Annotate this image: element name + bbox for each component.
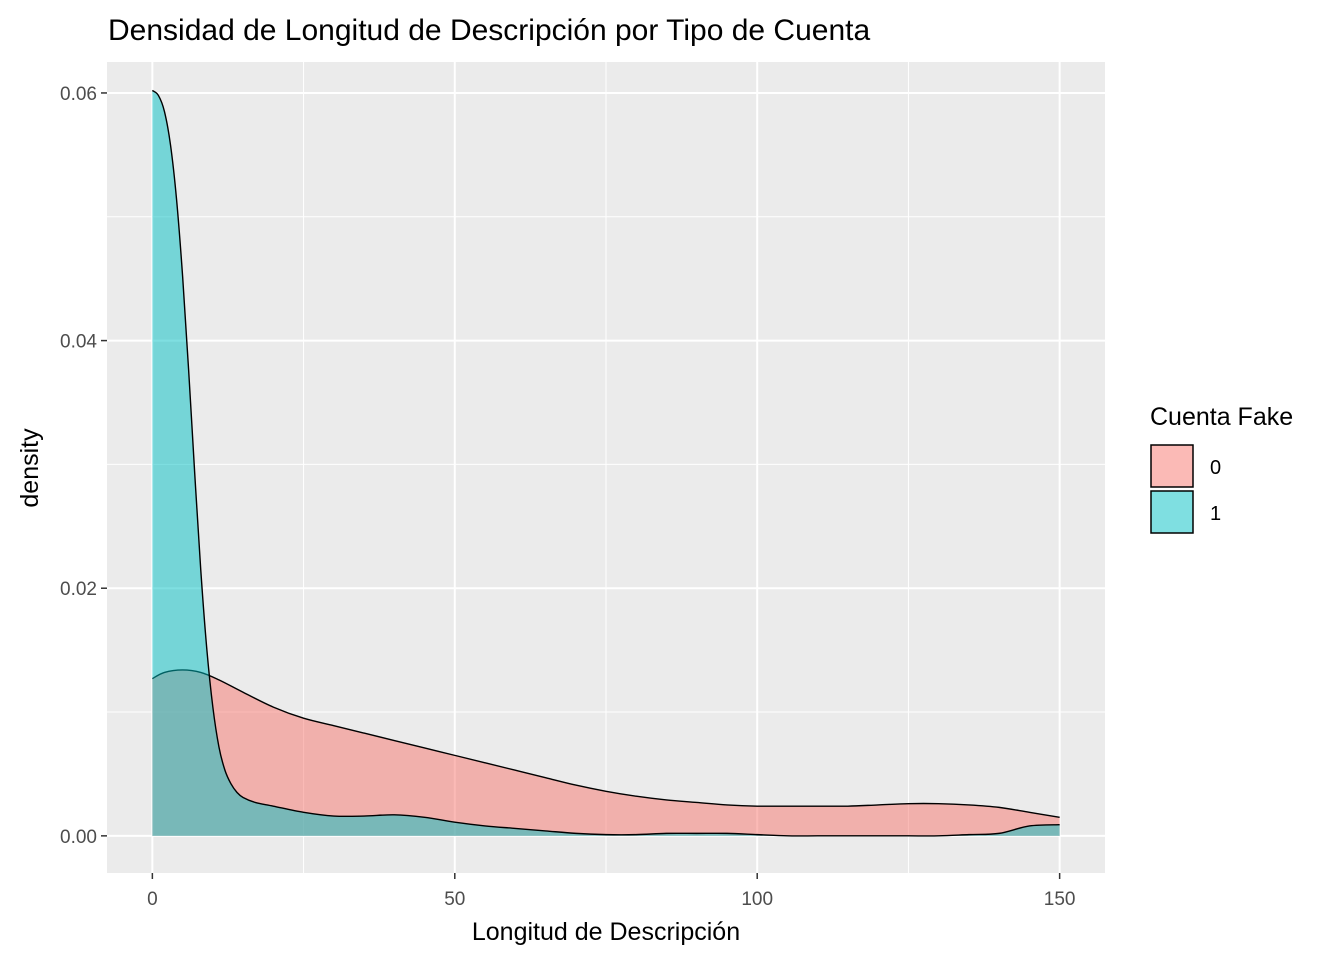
legend-key-1 (1150, 490, 1194, 534)
x-axis-title: Longitud de Descripción (472, 918, 740, 946)
y-tick-label: 0.00 (60, 827, 97, 848)
legend-label-1: 1 (1210, 503, 1221, 525)
legend-key-0 (1150, 444, 1194, 488)
x-axis-ticks: 0 50 100 150 (147, 873, 1075, 910)
legend: Cuenta Fake 01 (1150, 403, 1293, 534)
legend-label-0: 0 (1210, 457, 1221, 479)
density-outline-1 (151, 89, 1060, 837)
density-areas (151, 89, 1060, 837)
x-tick-label: 50 (444, 889, 465, 910)
x-tick-label: 100 (741, 889, 773, 910)
chart-title: Densidad de Longitud de Descripción por … (108, 14, 870, 47)
minor-gridlines (107, 62, 1105, 873)
y-tick-label: 0.06 (60, 84, 97, 105)
density-area-0 (152, 669, 1060, 836)
y-tick-label: 0.04 (60, 332, 97, 353)
y-tick-label: 0.02 (60, 579, 97, 600)
density-outline-0 (152, 669, 1060, 818)
legend-title: Cuenta Fake (1150, 403, 1293, 431)
y-axis-title: density (16, 428, 44, 508)
legend-items: 01 (1150, 444, 1221, 534)
x-tick-label: 0 (147, 889, 158, 910)
x-tick-label: 150 (1044, 889, 1076, 910)
y-axis-ticks: 0.00 0.02 0.04 0.06 (60, 84, 107, 848)
